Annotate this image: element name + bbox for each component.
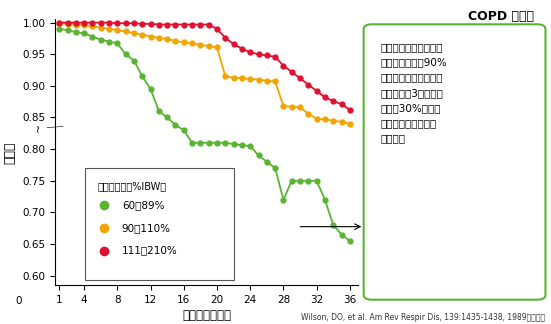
Text: ~: ~ [34, 123, 44, 132]
Text: 標準体重比（%IBW）: 標準体重比（%IBW） [98, 181, 166, 191]
Y-axis label: 生存率: 生存率 [4, 141, 17, 164]
Text: Wilson, DO, et al. Am Rev Respir Dis, 139:1435-1438, 1989より改変: Wilson, DO, et al. Am Rev Respir Dis, 13… [301, 313, 545, 322]
Text: 111～210%: 111～210% [122, 246, 177, 256]
Text: COPD 患者の
標準体重比と生存率: COPD 患者の 標準体重比と生存率 [467, 10, 534, 41]
Text: 0: 0 [15, 296, 22, 306]
Text: 90～110%: 90～110% [122, 223, 171, 233]
X-axis label: 観察期間（月）: 観察期間（月） [182, 309, 231, 322]
Text: 海外では、やせている
人（標準体重の90%
未満）は、そうでない
人に比べ、3年後の生
存率が30%以上低
下すると報告されて
います。: 海外では、やせている 人（標準体重の90% 未満）は、そうでない 人に比べ、3年… [380, 42, 447, 143]
Text: 60～89%: 60～89% [122, 201, 164, 210]
FancyBboxPatch shape [85, 168, 234, 280]
